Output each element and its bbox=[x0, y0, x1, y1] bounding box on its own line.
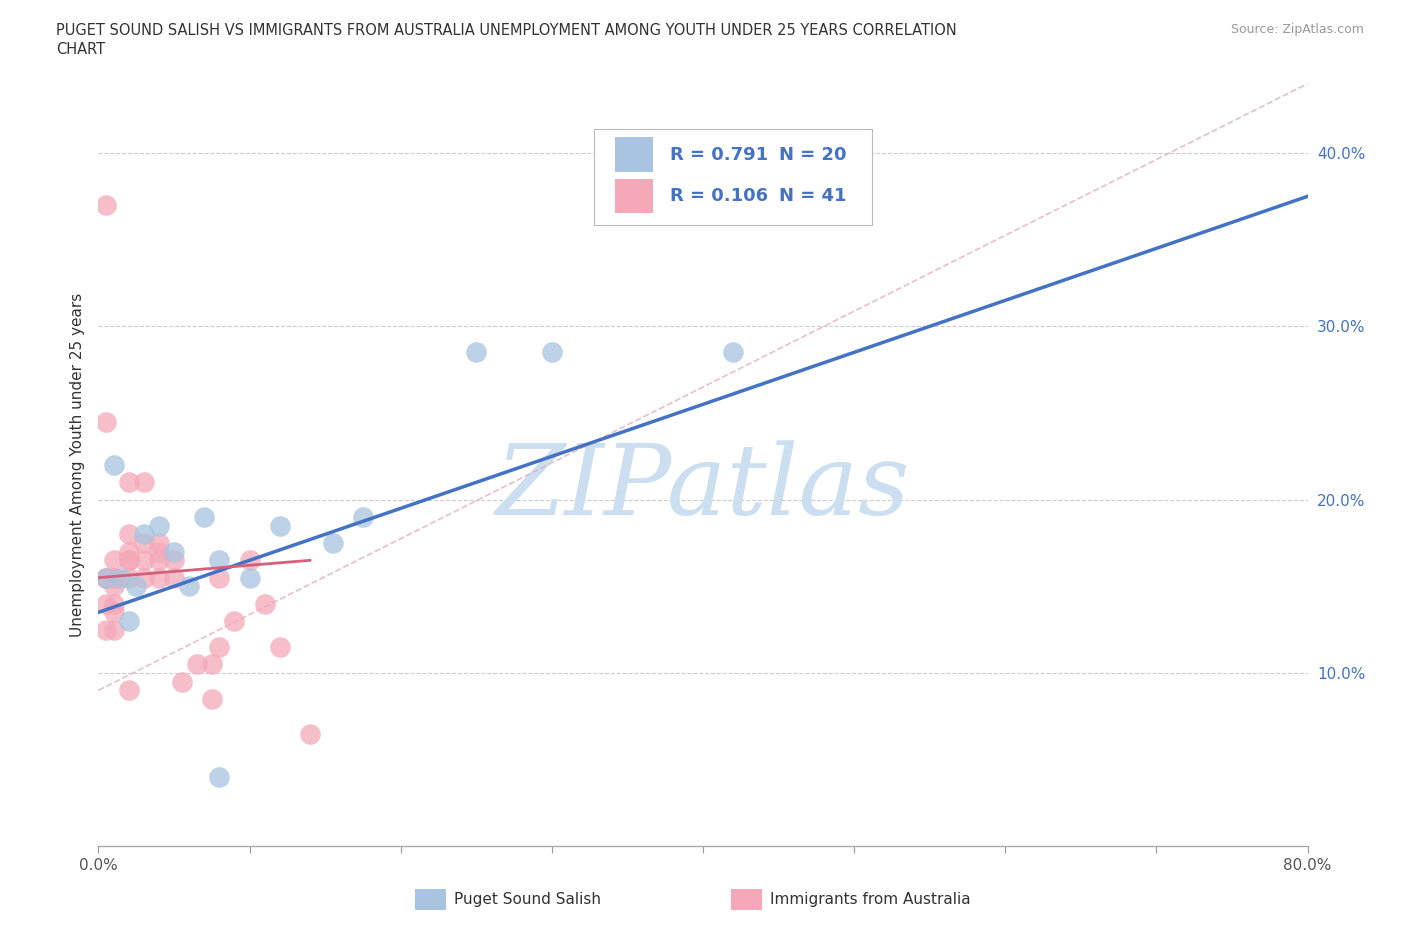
Point bbox=[844, 206, 866, 221]
Point bbox=[224, 614, 246, 629]
Point bbox=[239, 570, 262, 585]
Text: R = 0.106: R = 0.106 bbox=[671, 187, 769, 205]
Point bbox=[103, 570, 125, 585]
Text: ZIPatlas: ZIPatlas bbox=[496, 440, 910, 536]
Point bbox=[163, 552, 186, 567]
Point bbox=[148, 544, 170, 559]
Point bbox=[132, 570, 155, 585]
Point bbox=[352, 510, 374, 525]
Point bbox=[465, 345, 488, 360]
Point bbox=[269, 640, 291, 655]
Point bbox=[94, 596, 117, 611]
Point bbox=[94, 570, 117, 585]
Point bbox=[118, 544, 141, 559]
Y-axis label: Unemployment Among Youth under 25 years: Unemployment Among Youth under 25 years bbox=[69, 293, 84, 637]
FancyBboxPatch shape bbox=[595, 129, 872, 225]
Point bbox=[201, 692, 224, 707]
Point bbox=[132, 475, 155, 490]
Point bbox=[253, 596, 276, 611]
Point bbox=[103, 578, 125, 593]
Point bbox=[110, 570, 132, 585]
Point bbox=[118, 614, 141, 629]
Point bbox=[208, 769, 231, 784]
Point bbox=[208, 552, 231, 567]
Point bbox=[94, 570, 117, 585]
Point bbox=[118, 683, 141, 698]
Point bbox=[94, 622, 117, 637]
Point bbox=[103, 570, 125, 585]
Point bbox=[269, 518, 291, 533]
Point bbox=[163, 544, 186, 559]
Point bbox=[103, 622, 125, 637]
Text: N = 20: N = 20 bbox=[779, 146, 846, 164]
Text: N = 41: N = 41 bbox=[779, 187, 846, 205]
Point bbox=[148, 570, 170, 585]
Point bbox=[103, 552, 125, 567]
Point bbox=[103, 596, 125, 611]
Text: PUGET SOUND SALISH VS IMMIGRANTS FROM AUSTRALIA UNEMPLOYMENT AMONG YOUTH UNDER 2: PUGET SOUND SALISH VS IMMIGRANTS FROM AU… bbox=[56, 23, 957, 38]
Point bbox=[148, 536, 170, 551]
Text: Source: ZipAtlas.com: Source: ZipAtlas.com bbox=[1230, 23, 1364, 36]
Point bbox=[125, 578, 148, 593]
Point bbox=[94, 570, 117, 585]
FancyBboxPatch shape bbox=[614, 179, 654, 213]
Point bbox=[118, 527, 141, 542]
Point bbox=[193, 510, 215, 525]
Text: Puget Sound Salish: Puget Sound Salish bbox=[454, 892, 602, 907]
Point bbox=[118, 570, 141, 585]
FancyBboxPatch shape bbox=[614, 138, 654, 172]
Point bbox=[322, 536, 344, 551]
Point bbox=[723, 345, 745, 360]
Point bbox=[118, 552, 141, 567]
Point bbox=[94, 197, 117, 212]
Text: Immigrants from Australia: Immigrants from Australia bbox=[770, 892, 972, 907]
Point bbox=[179, 578, 201, 593]
Point bbox=[103, 604, 125, 619]
Point bbox=[132, 527, 155, 542]
Point bbox=[148, 518, 170, 533]
Point bbox=[163, 570, 186, 585]
Point bbox=[208, 570, 231, 585]
Point bbox=[201, 657, 224, 671]
Point bbox=[208, 640, 231, 655]
Point bbox=[94, 414, 117, 429]
Point bbox=[186, 657, 208, 671]
Point bbox=[239, 552, 262, 567]
Point bbox=[540, 345, 562, 360]
Text: R = 0.791: R = 0.791 bbox=[671, 146, 769, 164]
Point bbox=[132, 536, 155, 551]
Point bbox=[148, 552, 170, 567]
Point bbox=[132, 552, 155, 567]
Point bbox=[103, 458, 125, 472]
Text: CHART: CHART bbox=[56, 42, 105, 57]
Point bbox=[170, 674, 193, 689]
Point bbox=[299, 726, 322, 741]
Point bbox=[118, 475, 141, 490]
Point bbox=[118, 552, 141, 567]
